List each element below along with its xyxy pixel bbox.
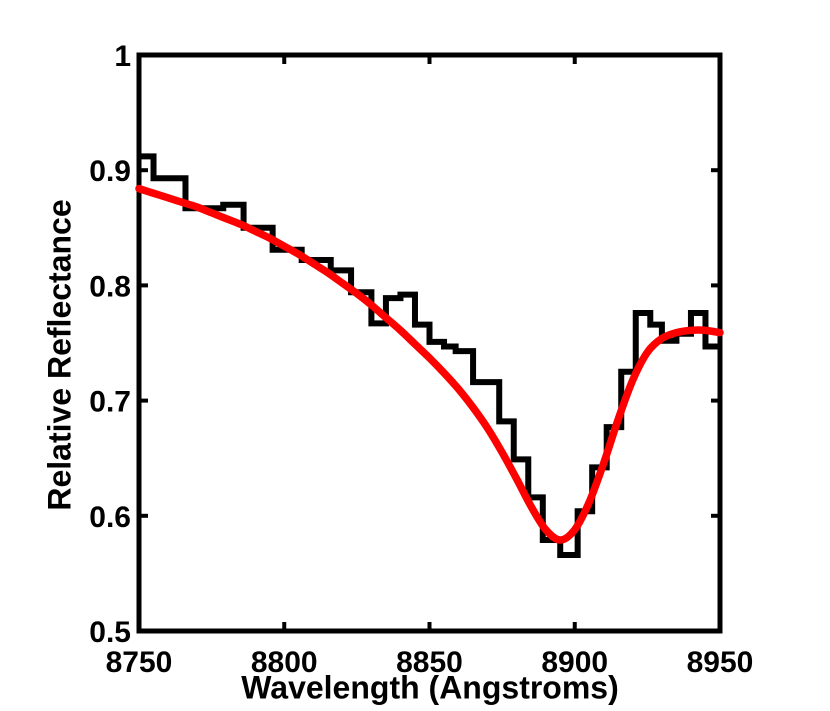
y-tick-label: 0.5 bbox=[89, 616, 131, 649]
x-tick-label: 8800 bbox=[251, 646, 318, 679]
x-tick-label: 8850 bbox=[396, 646, 463, 679]
x-axis-title: Wavelength (Angstroms) bbox=[241, 669, 619, 706]
x-tick-label: 8900 bbox=[541, 646, 608, 679]
y-tick-label: 0.7 bbox=[89, 386, 131, 419]
y-tick-label: 0.9 bbox=[89, 155, 131, 188]
y-tick-label: 0.6 bbox=[89, 501, 131, 534]
y-tick-label: 1 bbox=[114, 40, 131, 73]
model-fit-line bbox=[135, 184, 724, 544]
y-tick-label: 0.8 bbox=[89, 270, 131, 303]
x-tick-label: 8950 bbox=[687, 646, 754, 679]
y-axis-title: Relative Reflectance bbox=[41, 199, 78, 511]
x-tick-label: 8750 bbox=[106, 646, 173, 679]
